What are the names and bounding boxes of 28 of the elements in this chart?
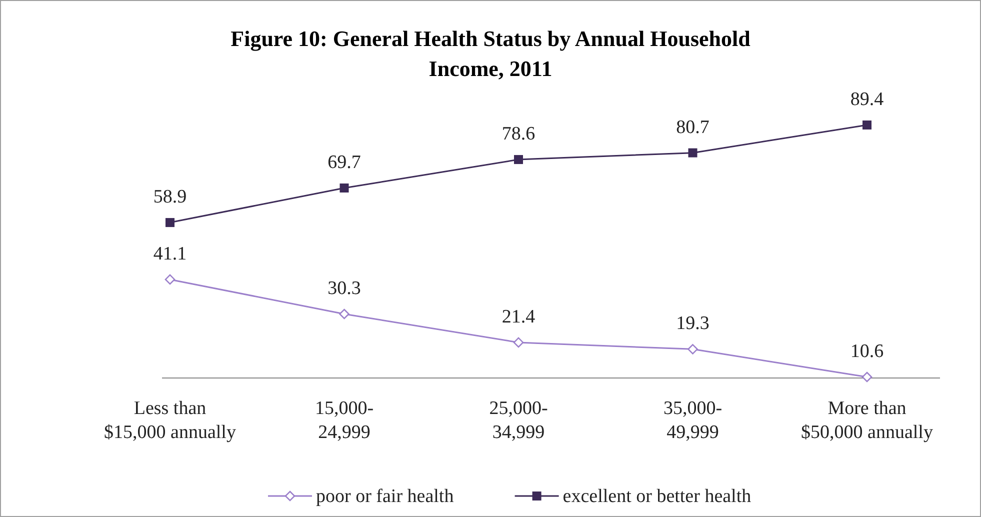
chart-title: Figure 10: General Health Status by Annual Household Income, 2011 <box>230 26 750 81</box>
point <box>164 274 176 285</box>
data-label: 80.7 <box>676 116 710 138</box>
data-label: 41.1 <box>153 243 187 264</box>
point <box>688 344 698 354</box>
point <box>862 372 872 382</box>
x-tick-label: Less than $15,000 annually <box>104 398 236 443</box>
point <box>514 155 523 164</box>
data-label: 19.3 <box>676 313 710 334</box>
data-label: 10.6 <box>850 341 884 362</box>
x-tick-label: 15,000-24,999 <box>314 398 374 443</box>
x-tick-label: 35,000-49,999 <box>663 398 722 443</box>
point <box>339 308 350 320</box>
data-label: 78.6 <box>502 124 536 145</box>
data-label: 69.7 <box>328 152 361 173</box>
data-label: 21.4 <box>502 306 536 328</box>
point <box>166 218 174 228</box>
data-label: 89.4 <box>850 89 884 110</box>
legend-label: excellent or better health <box>562 486 752 507</box>
point <box>688 148 698 158</box>
point <box>862 120 872 130</box>
point <box>513 337 524 348</box>
data-label: 30.3 <box>328 278 361 299</box>
point <box>340 184 349 192</box>
x-tick-label: 25,000-34,999 <box>489 398 548 443</box>
legend-label: poor or fair health <box>316 486 454 507</box>
x-tick-label: More than $50,000 annually <box>801 398 934 443</box>
data-label: 58.9 <box>153 186 187 208</box>
